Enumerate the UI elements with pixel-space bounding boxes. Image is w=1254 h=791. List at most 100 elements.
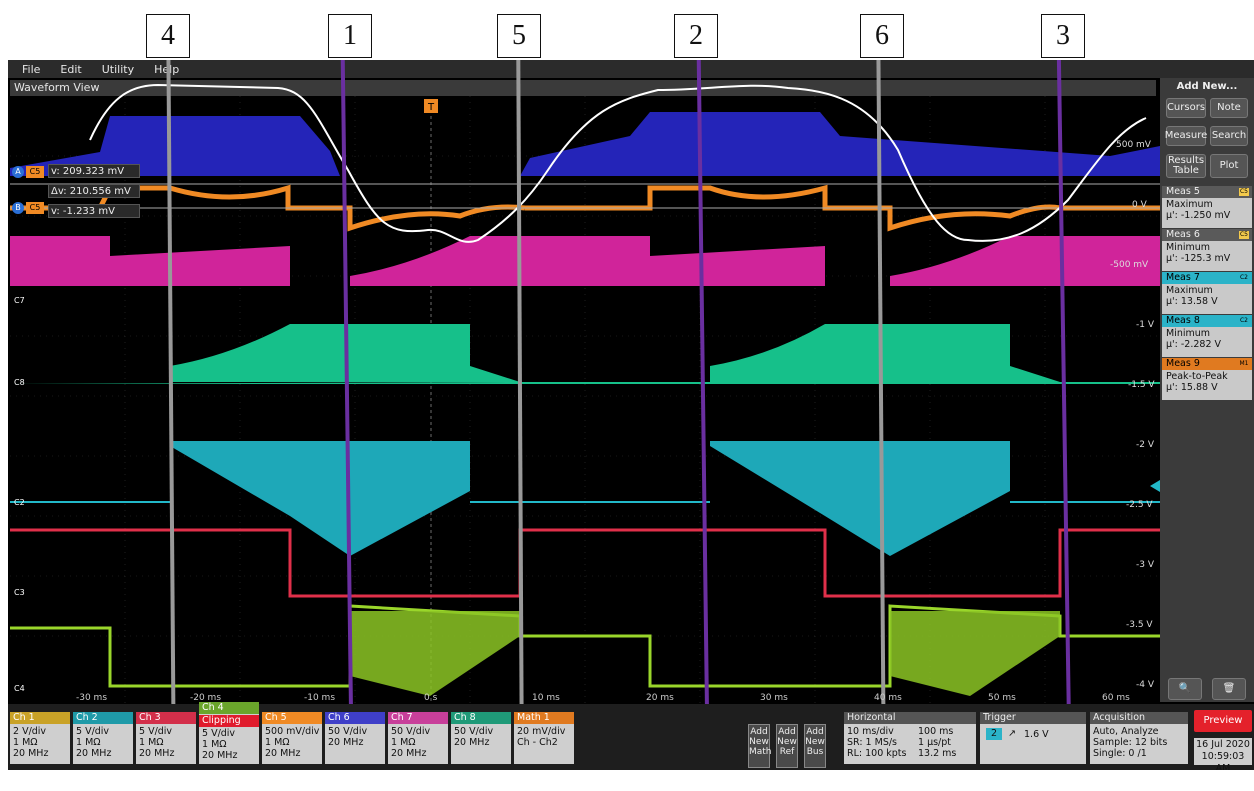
- y-label: -500 mV: [1110, 260, 1149, 270]
- menu-utility[interactable]: Utility: [101, 62, 135, 76]
- measurement-type: Maximum: [1166, 285, 1213, 296]
- date-time: 16 Jul 2020 10:59:03 AM: [1194, 738, 1252, 770]
- time-tick: 20 ms: [646, 693, 674, 703]
- time-tick: 40 ms: [874, 693, 902, 703]
- waveform-view-title: Waveform View: [10, 80, 1156, 96]
- menu-edit[interactable]: Edit: [60, 62, 82, 76]
- cursor-a-channel: C5: [26, 166, 44, 178]
- preview-button[interactable]: Preview: [1194, 710, 1252, 732]
- cursor-b-badge: B: [12, 202, 24, 214]
- measurement-value: μ': -1.250 mV: [1166, 210, 1231, 221]
- measurement-value: μ': 13.58 V: [1166, 296, 1218, 307]
- y-label: -1 V: [1136, 320, 1154, 330]
- measure-button[interactable]: Measure: [1165, 126, 1207, 146]
- measurement-tag: C2: [1239, 274, 1249, 282]
- y-label: -2.5 V: [1126, 500, 1153, 510]
- measurement-9[interactable]: Meas 9 M1 Peak-to-Peak μ': 15.88 V: [1162, 358, 1252, 400]
- menu-file[interactable]: File: [22, 62, 41, 76]
- ch2-trace: [10, 441, 1160, 556]
- y-label: -1.5 V: [1128, 380, 1155, 390]
- oscilloscope-app: File Edit Utility Help Waveform View: [8, 60, 1254, 770]
- zoom-icon[interactable]: 🔍: [1168, 678, 1202, 700]
- time-tick: -30 ms: [76, 693, 108, 703]
- measurement-value: μ': -125.3 mV: [1166, 253, 1231, 264]
- cursor-delta-value: Δv: 210.556 mV: [48, 184, 140, 198]
- menu-help[interactable]: Help: [154, 62, 180, 76]
- measurement-tag: M1: [1239, 360, 1249, 368]
- measurement-type: Peak-to-Peak: [1166, 371, 1228, 382]
- y-label: -2 V: [1136, 440, 1154, 450]
- time-tick: 60 ms: [1102, 693, 1130, 703]
- time-tick: 0 s: [424, 693, 438, 703]
- add-new-title: Add New...: [1176, 81, 1238, 92]
- clipping-warning: Clipping: [199, 715, 259, 727]
- y-label: -3 V: [1136, 560, 1154, 570]
- cursor-a-value: v: 209.323 mV: [48, 164, 140, 178]
- measurement-6[interactable]: Meas 6 C5 Minimum μ': -125.3 mV: [1162, 229, 1252, 271]
- add-new-ref-button[interactable]: Add New Ref: [776, 724, 798, 768]
- channel-marker-c7[interactable]: C7: [14, 296, 25, 305]
- callout-2: 2: [674, 14, 718, 58]
- time-tick: 10 ms: [532, 693, 560, 703]
- measurement-type: Minimum: [1166, 242, 1211, 253]
- callout-6: 6: [860, 14, 904, 58]
- horizontal-settings[interactable]: Horizontal 10 ms/div SR: 1 MS/s RL: 100 …: [844, 712, 976, 764]
- menu-bar: File Edit Utility Help: [8, 60, 1254, 78]
- ch4-trace: [10, 604, 1160, 696]
- callout-3: 3: [1041, 14, 1085, 58]
- y-label: 500 mV: [1116, 140, 1151, 150]
- measurement-5[interactable]: Meas 5 C5 Maximum μ': -1.250 mV: [1162, 186, 1252, 228]
- plot-button[interactable]: Plot: [1210, 154, 1248, 178]
- trigger-source-badge: 2: [986, 728, 1002, 740]
- y-label: -4 V: [1136, 680, 1154, 690]
- measurement-7[interactable]: Meas 7 C2 Maximum μ': 13.58 V: [1162, 272, 1252, 314]
- measurement-8[interactable]: Meas 8 C2 Minimum μ': -2.282 V: [1162, 315, 1252, 357]
- waveform-plot[interactable]: T: [10, 96, 1160, 706]
- trigger-settings[interactable]: Trigger 2 ↗ 1.6 V: [980, 712, 1086, 764]
- measurement-value: μ': 15.88 V: [1166, 382, 1218, 393]
- cursor-a-badge: A: [12, 166, 24, 178]
- measurement-type: Minimum: [1166, 328, 1211, 339]
- channel-5-settings[interactable]: Ch 5 500 mV/div 1 MΩ 20 MHz: [262, 712, 322, 764]
- ch2-level-arrow: [1150, 480, 1160, 492]
- add-new-math-button[interactable]: Add New Math: [748, 724, 772, 768]
- time-tick: 30 ms: [760, 693, 788, 703]
- channel-4-settings[interactable]: Ch 4 Clipping 5 V/div 1 MΩ 20 MHz: [199, 702, 259, 764]
- svg-text:T: T: [427, 102, 435, 113]
- ch8-trace: [10, 324, 1160, 384]
- note-button[interactable]: Note: [1210, 98, 1248, 118]
- callout-1: 1: [328, 14, 372, 58]
- channel-marker-c2[interactable]: C2: [14, 498, 25, 507]
- measurement-tag: C5: [1239, 188, 1249, 196]
- ch7-trace: [10, 236, 1160, 286]
- trash-icon[interactable]: 🗑: [1212, 678, 1246, 700]
- rising-edge-icon: ↗: [1008, 728, 1016, 739]
- right-control-panel: Add New... Cursors Note Measure Search R…: [1160, 78, 1254, 702]
- search-button[interactable]: Search: [1210, 126, 1248, 146]
- channel-marker-c8[interactable]: C8: [14, 378, 25, 387]
- measurement-type: Maximum: [1166, 199, 1213, 210]
- y-label: 0 V: [1132, 200, 1147, 210]
- cursor-b-channel: C5: [26, 202, 44, 214]
- acquisition-settings[interactable]: Acquisition Auto, Analyze Sample: 12 bit…: [1090, 712, 1188, 764]
- channel-8-settings[interactable]: Ch 8 50 V/div 20 MHz: [451, 712, 511, 764]
- add-new-bus-button[interactable]: Add New Bus: [804, 724, 826, 768]
- math-1-settings[interactable]: Math 1 20 mV/div Ch - Ch2: [514, 712, 574, 764]
- time-tick: -20 ms: [190, 693, 222, 703]
- measurement-tag: C5: [1239, 231, 1249, 239]
- results-table-button[interactable]: Results Table: [1166, 154, 1206, 178]
- channel-marker-c3[interactable]: C3: [14, 588, 25, 597]
- callout-5: 5: [497, 14, 541, 58]
- time-tick: -10 ms: [304, 693, 336, 703]
- channel-7-settings[interactable]: Ch 7 50 V/div 1 MΩ 20 MHz: [388, 712, 448, 764]
- callout-4: 4: [146, 14, 190, 58]
- y-label: -3.5 V: [1126, 620, 1153, 630]
- channel-marker-c4[interactable]: C4: [14, 684, 25, 693]
- channel-6-settings[interactable]: Ch 6 50 V/div 20 MHz: [325, 712, 385, 764]
- measurement-tag: C2: [1239, 317, 1249, 325]
- cursors-button[interactable]: Cursors: [1166, 98, 1206, 118]
